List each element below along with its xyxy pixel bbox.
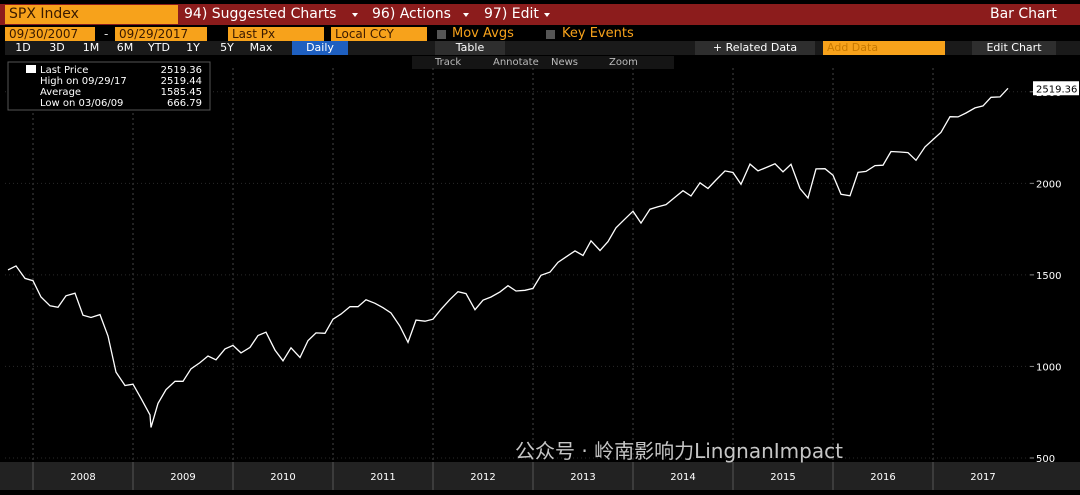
table-button[interactable]: Table — [435, 41, 505, 55]
x-tick-label: 2012 — [470, 472, 495, 483]
period-button[interactable]: Max — [249, 41, 273, 54]
field[interactable]: Last Px — [228, 27, 324, 41]
period-button[interactable]: YTD — [148, 41, 170, 54]
watermark: 公众号 · 岭南影响力LingnanImpact — [515, 439, 843, 463]
legend-swatch — [26, 65, 36, 73]
edit-chart[interactable]: Edit Chart — [972, 41, 1056, 55]
y-tick-label: 1000 — [1036, 362, 1061, 373]
x-tick-label: 2010 — [270, 472, 295, 483]
x-tick-label: 2017 — [970, 472, 995, 483]
period-button[interactable]: 3D — [49, 41, 65, 54]
x-tick-label: 2014 — [670, 472, 695, 483]
last-price-label: 2519.36 — [1036, 84, 1077, 95]
related-data[interactable]: + Related Data — [695, 41, 815, 55]
menu[interactable]: 96) Actions — [372, 6, 451, 22]
y-tick-label: 1500 — [1036, 271, 1061, 282]
checkbox[interactable] — [437, 30, 446, 39]
price-line — [7, 87, 1009, 428]
menu[interactable]: 97) Edit — [484, 6, 539, 22]
legend-value: 2519.36 — [161, 65, 202, 76]
title-bar — [0, 4, 1080, 25]
legend-value: 666.79 — [167, 98, 202, 109]
tool-button[interactable]: Annotate — [493, 57, 539, 68]
x-tick-label: 2008 — [70, 472, 95, 483]
legend-box — [7, 61, 211, 111]
legend-label: High on 09/29/17 — [40, 76, 127, 87]
legend-value: 2519.44 — [161, 76, 202, 87]
period-button[interactable]: 1Y — [186, 41, 200, 54]
start-date[interactable]: 09/30/2007 — [5, 27, 95, 41]
end-date[interactable]: 09/29/2017 — [115, 27, 207, 41]
option[interactable]: Key Events — [562, 26, 634, 41]
period-button[interactable]: 1D — [15, 41, 31, 54]
x-axis-band — [0, 462, 1080, 490]
legend-label: Last Price — [40, 65, 88, 76]
x-tick-label: 2011 — [370, 472, 395, 483]
period-button[interactable]: 1M — [82, 41, 100, 54]
view-label: Bar Chart — [990, 6, 1057, 22]
legend-value: 1585.45 — [161, 87, 202, 98]
caret — [544, 13, 550, 17]
currency[interactable]: Local CCY — [331, 27, 427, 41]
y-tick-label: 2000 — [1036, 179, 1061, 190]
checkbox[interactable] — [546, 30, 555, 39]
last-price-tag — [1033, 81, 1079, 96]
period-button[interactable]: 6M — [116, 41, 134, 54]
y-tick-label: 500 — [1036, 454, 1055, 465]
period-button[interactable]: 5Y — [220, 41, 234, 54]
legend-label: Average — [40, 87, 81, 98]
add-data[interactable]: Add Data — [823, 41, 945, 55]
tool-button[interactable]: News — [551, 57, 579, 68]
tool-button[interactable]: Zoom — [609, 57, 638, 68]
x-tick-label: 2015 — [770, 472, 795, 483]
caret — [352, 13, 358, 17]
tool-bar — [412, 56, 674, 69]
menu[interactable]: 94) Suggested Charts — [184, 6, 337, 22]
x-tick-label: 2009 — [170, 472, 195, 483]
x-tick-label: 2013 — [570, 472, 595, 483]
caret — [463, 13, 469, 17]
ticker[interactable]: SPX Index — [5, 5, 178, 24]
separator: - — [104, 27, 109, 41]
tool-button[interactable]: Track — [435, 57, 462, 68]
legend-label: Low on 03/06/09 — [40, 98, 123, 109]
frequency[interactable]: Daily — [292, 41, 348, 55]
option[interactable]: Mov Avgs — [452, 26, 514, 41]
x-tick-label: 2016 — [870, 472, 895, 483]
